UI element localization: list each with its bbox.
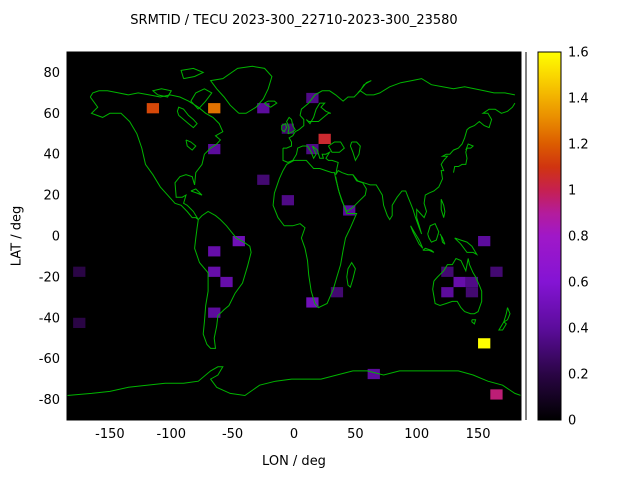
heatmap-cell <box>441 266 454 277</box>
heatmap-cell <box>490 266 503 277</box>
coastline <box>180 67 205 80</box>
colorbar-tick-label: 1.4 <box>568 92 589 107</box>
colorbar-tick-label: 1.2 <box>568 138 589 153</box>
coastline <box>427 223 440 243</box>
coastline-layer <box>67 65 521 397</box>
heatmap-cell <box>367 368 380 380</box>
plot-border <box>66 51 522 421</box>
colorbar-gradient <box>537 51 562 421</box>
heatmap-cell <box>330 287 344 298</box>
heatmap-cell <box>478 236 491 247</box>
heatmap-cell <box>208 144 221 155</box>
coastline <box>502 307 511 323</box>
heatmap-cell <box>208 246 221 257</box>
coastline <box>453 143 475 173</box>
x-tick-label: -150 <box>95 427 125 442</box>
coastline <box>263 100 278 108</box>
coastline <box>194 210 252 349</box>
y-tick-label: -20 <box>39 270 60 285</box>
heatmap-cell <box>220 276 233 288</box>
y-tick-label: -60 <box>39 352 60 367</box>
x-tick-label: 100 <box>404 427 429 442</box>
heatmap-cell <box>478 338 491 349</box>
coastline <box>498 321 507 331</box>
coastline <box>176 106 198 129</box>
coastline <box>190 88 213 110</box>
coastline <box>305 102 331 125</box>
y-tick-label: 20 <box>43 189 60 204</box>
heatmap-cell <box>146 103 160 114</box>
colorbar-tick-label: 0.6 <box>568 276 589 291</box>
colorbar-tick-label: 1 <box>568 184 576 199</box>
x-axis-title: LON / deg <box>262 454 326 469</box>
heatmap-cell <box>208 103 221 114</box>
coastline <box>422 247 435 253</box>
coastline <box>327 141 345 153</box>
plot-title: SRMTID / TECU 2023-300_22710-2023-300_23… <box>130 13 458 28</box>
coastline <box>281 122 288 133</box>
x-tick-label: -100 <box>157 427 187 442</box>
coastline <box>286 116 296 135</box>
colorbar-tick-label: 0.4 <box>568 322 589 337</box>
x-tick-label: -50 <box>222 427 243 442</box>
heatmap-cell <box>257 103 270 114</box>
heatmap-cell <box>453 276 466 288</box>
heatmap-cell <box>208 307 221 318</box>
y-tick-label: 80 <box>43 66 60 81</box>
colorbar-tick-label: 0 <box>568 414 576 429</box>
x-tick-label: 0 <box>290 427 298 442</box>
coastline <box>272 159 358 309</box>
heatmap-cell <box>257 174 270 185</box>
y-tick-label: 0 <box>52 230 60 245</box>
y-axis-title: LAT / deg <box>9 205 25 267</box>
y-tick-label: 40 <box>43 148 60 163</box>
x-tick-label: 150 <box>466 427 491 442</box>
coastline <box>357 80 372 94</box>
coastline <box>471 319 477 325</box>
heatmap-cell <box>232 236 245 247</box>
heatmap-cell <box>208 266 221 277</box>
colorbar-tick-label: 0.8 <box>568 230 589 245</box>
y-tick-label: 60 <box>43 107 60 122</box>
heatmap-cell <box>281 123 294 134</box>
heatmap-cell <box>306 297 319 308</box>
heatmap-cell <box>73 266 86 277</box>
heatmap-cell <box>306 144 319 155</box>
coastline <box>440 199 446 218</box>
coastline <box>185 139 197 151</box>
coastline <box>352 102 516 235</box>
coastline <box>432 257 483 315</box>
coastline <box>151 88 173 98</box>
coastline <box>454 237 479 256</box>
y-tick-label: -80 <box>39 393 60 408</box>
heatmap-cell <box>441 287 454 298</box>
coastline <box>283 78 515 149</box>
heatmap-cell <box>73 317 86 328</box>
coastline <box>209 65 273 114</box>
colorbar-tick-label: 0.2 <box>568 368 589 383</box>
coastline <box>67 366 521 397</box>
heatmap-cell <box>490 389 503 400</box>
coastline <box>410 225 424 249</box>
coastline <box>439 233 446 245</box>
map-background <box>67 52 521 420</box>
colorbar-tick-label: 1.6 <box>568 46 589 61</box>
heatmap-cell <box>281 195 294 206</box>
coastline <box>190 188 203 196</box>
coastline <box>349 141 361 162</box>
heatmap-cell <box>465 287 479 298</box>
coastline <box>282 145 339 175</box>
coastline <box>346 261 356 288</box>
heatmap-cell <box>318 133 331 144</box>
y-tick-label: -40 <box>39 311 60 326</box>
heatmap-cell <box>465 276 479 288</box>
x-tick-label: 50 <box>347 427 364 442</box>
